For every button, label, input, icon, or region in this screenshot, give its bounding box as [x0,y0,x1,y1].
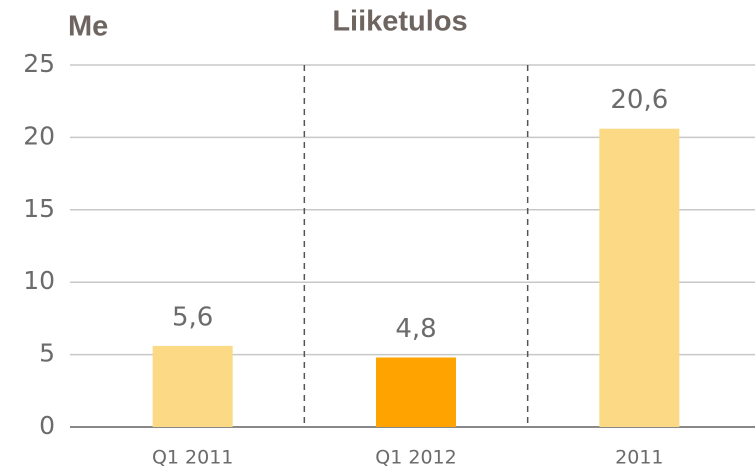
y-tick-label: 15 [23,194,55,223]
x-tick-label: 2011 [615,447,663,469]
bar [152,345,233,427]
y-tick-label: 10 [23,266,55,295]
x-tick-label: Q1 2011 [152,447,233,469]
x-tick-label: Q1 2012 [375,447,456,469]
y-axis-label: Me [68,11,108,43]
value-label: 4,8 [395,314,436,344]
bar [376,357,456,427]
value-label: 20,6 [610,85,668,115]
bar [599,128,680,427]
y-tick-label: 0 [39,411,55,440]
y-tick-label: 20 [23,121,55,150]
chart-title: Liiketulos [332,6,467,38]
value-label: 5,6 [172,302,213,332]
y-tick-label: 25 [23,49,55,78]
y-tick-label: 5 [39,339,55,368]
